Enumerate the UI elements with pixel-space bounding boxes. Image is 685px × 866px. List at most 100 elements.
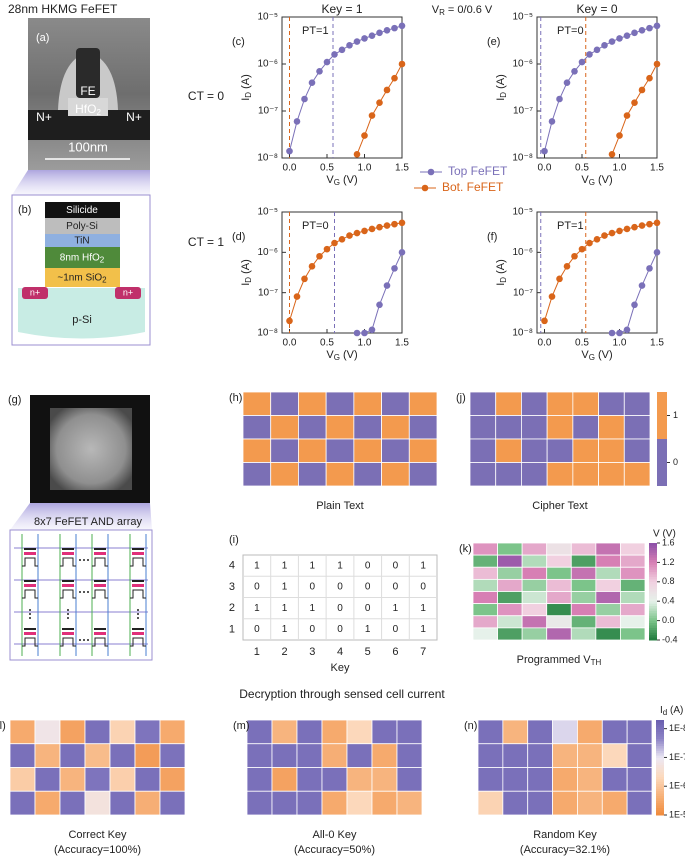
colorbar-segment: [656, 769, 664, 773]
colorbar-segment: [649, 555, 657, 559]
data-point: [623, 225, 631, 233]
colorbar-segment: [649, 543, 657, 546]
y-axis-label: ID (A): [240, 259, 253, 286]
x-tick-label: 0.0: [283, 163, 297, 174]
heat-cell: [572, 462, 599, 487]
heat-cell: [109, 767, 136, 792]
y-tick-label: 10⁻⁸: [512, 328, 533, 339]
heat-cell: [109, 743, 136, 768]
row-label: 3: [229, 581, 235, 593]
colorbar-title: V (V): [653, 529, 676, 540]
heat-cell: [242, 391, 272, 416]
text-part: (A): [495, 74, 507, 92]
heat-cell: [620, 578, 646, 592]
data-point: [541, 317, 548, 325]
ellipsis-dot: [87, 639, 89, 641]
panel-label: (l): [0, 720, 6, 732]
data-point: [383, 282, 391, 289]
panel-label: (f): [487, 231, 497, 243]
heat-cell: [527, 743, 553, 768]
x-tick-label: 1.5: [650, 163, 664, 174]
transistor: [60, 637, 76, 647]
heat-cell: [396, 767, 423, 792]
data-point: [361, 35, 368, 42]
data-point: [608, 150, 616, 158]
heat-cell: [620, 627, 646, 641]
colorbar-segment: [649, 598, 657, 602]
colorbar-segment: [656, 803, 664, 806]
x-axis-label: Key: [331, 662, 350, 674]
heat-cell: [546, 603, 572, 617]
colorbar-segment: [649, 564, 657, 568]
data-point: [383, 222, 391, 229]
ellipsis-dot: [67, 613, 69, 615]
y-tick-label: 10⁻⁸: [257, 153, 278, 164]
heat-cell: [497, 578, 523, 592]
heat-cell: [577, 743, 603, 768]
ellipsis-dot: [83, 559, 85, 561]
data-point: [541, 147, 548, 155]
heat-cell: [570, 603, 597, 617]
heat-cell: [497, 542, 523, 556]
heat-cell: [381, 415, 410, 440]
table-cell: 1: [393, 603, 399, 614]
heat-cell: [497, 603, 523, 617]
heat-cell: [620, 603, 646, 617]
text-part: I: [660, 705, 663, 716]
heat-cell: [495, 391, 522, 416]
heat-cell: [270, 391, 299, 416]
transistor: [92, 589, 108, 599]
heat-cell: [408, 438, 438, 463]
colorbar-segment: [656, 724, 664, 728]
heat-cell: [346, 743, 373, 768]
heat-cell: [134, 767, 161, 792]
table-cell: 0: [365, 560, 371, 571]
panel-label: (d): [232, 231, 245, 243]
data-point: [361, 132, 368, 139]
text-part: Poly-Si: [66, 221, 98, 232]
heat-cell: [572, 438, 599, 463]
data-point: [308, 79, 316, 87]
text-part: G: [334, 353, 340, 362]
colorbar-label: 1.6: [662, 537, 675, 547]
heat-cell: [472, 603, 498, 617]
colorbar-segment: [656, 774, 664, 778]
heat-cell: [552, 767, 578, 792]
transistor: [92, 637, 108, 647]
colorbar-segment: [649, 572, 657, 576]
heat-cell: [620, 554, 646, 568]
text-part: I: [240, 98, 252, 101]
colorbar-label: 1E-5: [669, 809, 685, 819]
text-part: (A): [667, 705, 683, 716]
panel-label: (b): [18, 204, 31, 216]
colorbar-label: 1E-6: [669, 781, 685, 791]
x-tick-label: 0.0: [538, 338, 552, 349]
layer-label: Silicide: [66, 205, 98, 216]
heat-cell: [546, 566, 572, 580]
heat-cell: [469, 438, 497, 463]
layer-label: TiN: [74, 235, 89, 246]
substrate-label: p-Si: [72, 314, 92, 326]
series-line: [544, 25, 658, 152]
gate-stack: [132, 584, 144, 587]
heat-cell: [497, 566, 523, 580]
data-point: [593, 46, 601, 54]
colorbar-segment: [656, 812, 664, 816]
transistor: [60, 589, 76, 599]
data-point: [638, 27, 646, 34]
heat-cell: [159, 767, 186, 792]
heat-cell: [546, 391, 574, 416]
text-part: Silicide: [66, 205, 98, 216]
text-part: TiN: [74, 235, 89, 246]
heat-cell: [546, 542, 572, 556]
heat-cell: [626, 719, 653, 745]
heat-cell: [321, 767, 348, 792]
heat-cell: [270, 415, 299, 440]
data-point: [586, 239, 593, 247]
heat-cell: [371, 767, 398, 792]
text-part: D: [244, 277, 253, 283]
table-cell: 0: [337, 582, 343, 593]
x-tick-label: 1.5: [395, 163, 409, 174]
circuit: [14, 534, 148, 656]
heat-cell: [472, 542, 498, 556]
